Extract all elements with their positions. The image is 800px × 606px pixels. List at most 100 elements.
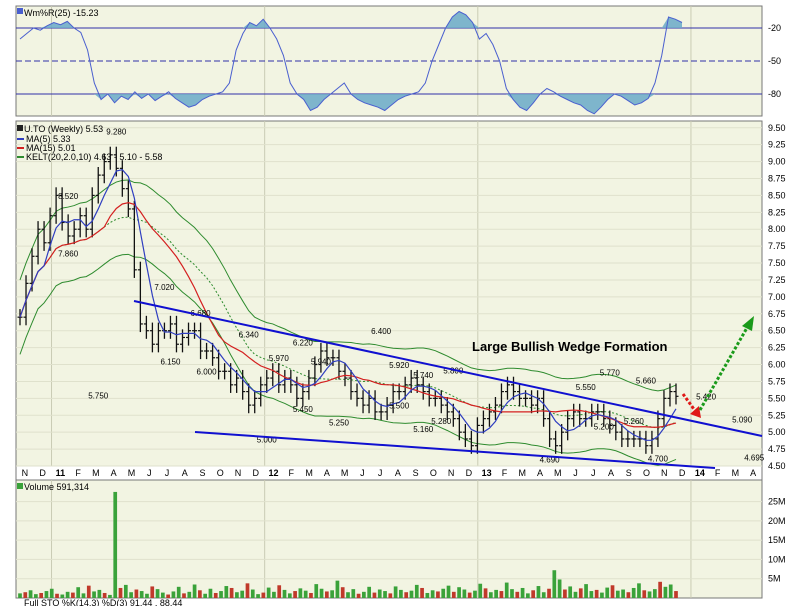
volume-bar [631,587,636,598]
price-annotation: 5.920 [389,361,410,370]
volume-bar [160,592,165,598]
price-y-tick: 5.25 [768,410,786,420]
volume-bar [219,591,223,598]
volume-bar [573,591,578,598]
volume-bar [499,591,504,598]
volume-bar [356,593,361,598]
oversold-fill [20,94,682,114]
volume-bar [451,591,456,598]
x-tick-label: M [554,468,562,478]
volume-bar [340,587,345,598]
volume-bar [642,590,647,598]
price-annotation: 5.970 [269,354,290,363]
volume-bar [467,592,472,598]
volume-bar [457,587,461,598]
price-annotation: 6.680 [191,309,212,318]
volume-bar [86,585,91,598]
x-tick-label: J [378,468,383,478]
price-annotation: 5.550 [576,383,597,392]
volume-bar [282,589,287,598]
price-annotation: 6.400 [371,327,392,336]
volume-bar [60,594,65,598]
volume-bar [441,588,446,598]
volume-bar [372,592,377,598]
price-y-tick: 8.50 [768,190,786,200]
volume-title: Volume 591,314 [24,482,89,492]
price-y-tick: 5.00 [768,427,786,437]
price-title: U.TO (Weekly) 5.53 [24,124,103,134]
x-tick-label: 12 [269,468,279,478]
volume-y-tick: 20M [768,516,786,526]
volume-bar [309,592,313,598]
volume-bar [647,591,652,598]
volume-bar [652,589,657,598]
volume-bar [129,592,133,598]
volume-bar [108,594,112,598]
volume-bar [71,592,75,598]
legend-entry: KELT(20,2.0,10) 4.63 - 5.10 - 5.58 [26,152,162,162]
volume-bar [18,593,22,598]
x-tick-label: F [502,468,508,478]
volume-bar [393,586,398,598]
x-tick-label: 13 [482,468,492,478]
keltner-middle-line [19,216,677,429]
x-tick-label: M [518,468,526,478]
volume-bar [150,586,155,598]
price-y-tick: 8.25 [768,207,786,217]
volume-bar [351,589,356,598]
legend-entry: MA(5) 5.33 [26,134,71,144]
price-y-tick: 9.00 [768,157,786,167]
williams-r-line [19,10,683,115]
price-annotation: 9.280 [106,128,127,137]
volume-bar [65,591,70,598]
x-tick-label: A [182,468,188,478]
bearish-arrow [681,393,698,413]
volume-bar [557,579,562,598]
volume-bar [314,584,319,598]
volume-bar [589,591,594,598]
volume-bar [367,586,372,598]
volume-bar [478,583,483,598]
volume-bar [145,593,149,598]
x-tick-label: D [39,468,46,478]
price-y-tick: 4.50 [768,461,786,471]
volume-bar [552,570,557,598]
volume-bar [192,584,197,598]
price-y-tick: 6.50 [768,326,786,336]
volume-bar [547,588,551,598]
price-y-tick: 7.75 [768,241,786,251]
volume-bar [28,590,33,598]
volume-bar [637,583,641,598]
volume-bar [187,591,192,598]
volume-bar [123,584,128,598]
volume-bar [563,589,567,598]
volume-bar [520,587,525,598]
volume-bar [536,586,541,598]
price-annotation: 4.695 [744,454,765,463]
indicator-legend-swatch [17,8,23,14]
indicator-y-tick: -20 [768,23,781,33]
volume-bar [668,584,673,598]
price-annotation: 6.340 [239,330,260,339]
volume-bar [388,593,393,598]
price-annotation: 7.860 [58,249,79,258]
price-annotation: 5.200 [594,422,615,431]
price-y-tick: 9.50 [768,123,786,133]
volume-bar [494,589,498,598]
x-tick-label: 14 [695,468,705,478]
bullish-arrowhead [742,316,754,331]
x-tick-label: A [608,468,614,478]
volume-bar [44,591,49,598]
volume-bar [113,491,118,598]
volume-bar [34,594,38,598]
x-tick-label: J [147,468,152,478]
price-annotation: 5.160 [413,425,434,434]
volume-bar [198,590,202,598]
price-annotation: 5.260 [624,417,645,426]
volume-bar [23,592,28,598]
volume-bar [615,590,620,598]
volume-bar [462,589,467,598]
x-tick-label: M [92,468,100,478]
volume-bar [409,590,414,598]
volume-bar [515,591,520,598]
